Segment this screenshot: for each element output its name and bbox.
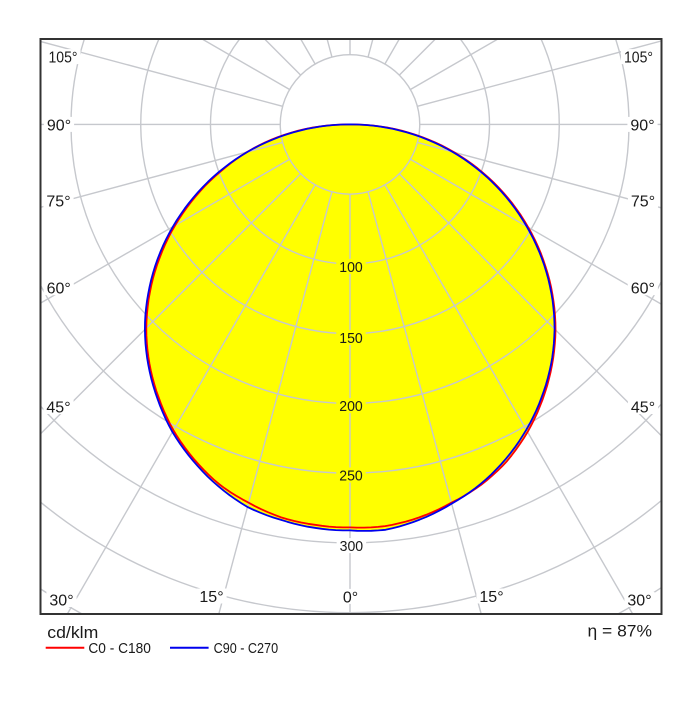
svg-text:105°: 105°	[624, 50, 653, 67]
svg-text:75°: 75°	[46, 193, 70, 210]
svg-text:cd/klm: cd/klm	[47, 623, 98, 642]
svg-text:45°: 45°	[46, 400, 70, 417]
svg-text:75°: 75°	[631, 193, 655, 210]
svg-text:0°: 0°	[343, 589, 358, 606]
svg-text:C0 - C180: C0 - C180	[88, 640, 150, 657]
svg-text:60°: 60°	[631, 281, 655, 298]
svg-text:C90 - C270: C90 - C270	[214, 640, 279, 657]
svg-text:300: 300	[340, 538, 364, 555]
svg-text:90°: 90°	[47, 117, 71, 134]
svg-text:250: 250	[339, 468, 363, 485]
svg-text:200: 200	[339, 398, 363, 415]
svg-text:100: 100	[339, 259, 363, 276]
svg-text:45°: 45°	[631, 400, 655, 417]
svg-text:30°: 30°	[49, 593, 73, 610]
svg-text:150: 150	[339, 330, 363, 347]
svg-text:η = 87%: η = 87%	[588, 623, 653, 641]
svg-text:30°: 30°	[627, 593, 651, 610]
svg-text:105°: 105°	[49, 50, 78, 67]
svg-text:15°: 15°	[479, 589, 503, 606]
svg-text:90°: 90°	[630, 117, 654, 134]
svg-text:15°: 15°	[199, 589, 223, 606]
svg-text:60°: 60°	[47, 281, 71, 298]
